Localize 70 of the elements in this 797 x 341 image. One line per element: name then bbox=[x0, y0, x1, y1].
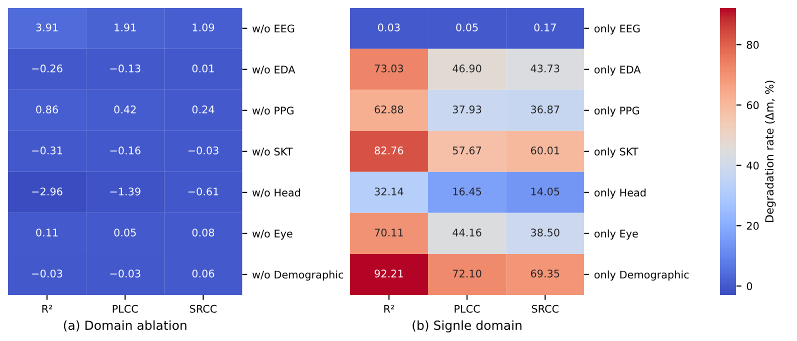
data-label: 36.87 bbox=[531, 106, 560, 114]
data-label: −0.03 bbox=[32, 270, 62, 278]
data-label: −2.96 bbox=[32, 188, 62, 196]
data-label: 82.76 bbox=[374, 146, 404, 154]
y-tick-label: only Eye bbox=[594, 229, 638, 240]
data-label: 14.05 bbox=[531, 188, 560, 196]
y-tick-label: only SKT bbox=[594, 147, 638, 158]
color-bar-label: 60 bbox=[746, 101, 759, 110]
x-tick-label: SRCC bbox=[190, 304, 217, 313]
data-label: 0.05 bbox=[114, 228, 136, 236]
data-label: 44.16 bbox=[452, 228, 482, 236]
data-label: 0.86 bbox=[36, 106, 58, 114]
data-label: 0.03 bbox=[378, 23, 400, 32]
color-bar-label: 80 bbox=[746, 40, 759, 49]
data-label: 16.45 bbox=[453, 188, 482, 196]
data-label: 37.93 bbox=[452, 106, 482, 114]
y-tick-label: w/o PPG bbox=[252, 106, 294, 116]
data-label: 32.14 bbox=[374, 188, 404, 196]
y-tick-label: only EEG bbox=[594, 24, 640, 34]
data-label: 92.21 bbox=[374, 270, 403, 278]
color-bar-label: 0 bbox=[746, 282, 752, 290]
x-axis-title: (a) Domain ablation bbox=[64, 320, 186, 332]
data-label: 0.42 bbox=[114, 106, 136, 114]
data-label: −0.16 bbox=[110, 146, 140, 154]
x-axis-title: (b) Signle domain bbox=[412, 320, 522, 332]
data-label: 0.08 bbox=[192, 228, 214, 236]
data-label: 0.11 bbox=[36, 228, 58, 236]
x-tick-label: R² bbox=[384, 304, 394, 313]
data-label: −0.61 bbox=[188, 188, 218, 196]
data-label: −0.13 bbox=[110, 64, 140, 72]
data-label: −1.39 bbox=[110, 188, 140, 196]
data-label: 43.73 bbox=[530, 64, 560, 72]
x-tick-label: PLCC bbox=[112, 304, 138, 313]
data-label: −0.03 bbox=[110, 270, 140, 278]
data-label: 0.06 bbox=[192, 270, 214, 278]
data-label: −0.03 bbox=[188, 146, 218, 154]
data-label: 70.11 bbox=[374, 228, 403, 236]
color-bar-label: 40 bbox=[746, 162, 759, 170]
x-tick-label: PLCC bbox=[454, 304, 480, 313]
data-label: 0.17 bbox=[534, 23, 556, 32]
y-tick-label: w/o EEG bbox=[252, 24, 294, 34]
y-tick-label: w/o Demographic bbox=[252, 270, 344, 281]
data-label: 38.50 bbox=[531, 228, 560, 236]
data-label: 0.24 bbox=[192, 106, 214, 114]
data-label: 73.03 bbox=[374, 64, 404, 72]
data-label: −0.31 bbox=[32, 146, 62, 154]
data-label: 46.90 bbox=[452, 64, 482, 72]
y-tick-label: w/o SKT bbox=[252, 148, 293, 156]
x-tick-label: SRCC bbox=[532, 304, 559, 313]
data-label: 3.91 bbox=[36, 23, 58, 32]
data-label: 1.91 bbox=[114, 23, 136, 32]
data-label: 60.01 bbox=[530, 146, 560, 154]
y-tick-label: w/o EDA bbox=[252, 66, 296, 74]
color-bar-title: Degradation rate (Δm, %) bbox=[764, 80, 776, 222]
data-label: 69.35 bbox=[530, 270, 560, 278]
y-tick-label: only Head bbox=[594, 188, 646, 199]
data-label: 0.05 bbox=[456, 23, 478, 32]
data-label: −0.26 bbox=[32, 64, 62, 72]
y-tick-label: only EDA bbox=[594, 65, 641, 76]
data-label: 57.67 bbox=[452, 146, 482, 154]
data-label: 62.88 bbox=[374, 106, 404, 114]
data-label: 1.09 bbox=[192, 23, 214, 32]
y-tick-label: w/o Eye bbox=[252, 230, 292, 240]
y-tick-label: w/o Head bbox=[252, 188, 300, 198]
color-bar-label: 20 bbox=[746, 222, 759, 230]
x-tick-label: R² bbox=[42, 304, 52, 313]
y-tick-label: only Demographic bbox=[594, 270, 689, 281]
y-tick-label: only PPG bbox=[594, 106, 640, 117]
data-label: 0.01 bbox=[192, 64, 214, 72]
data-label: 72.10 bbox=[452, 270, 482, 278]
